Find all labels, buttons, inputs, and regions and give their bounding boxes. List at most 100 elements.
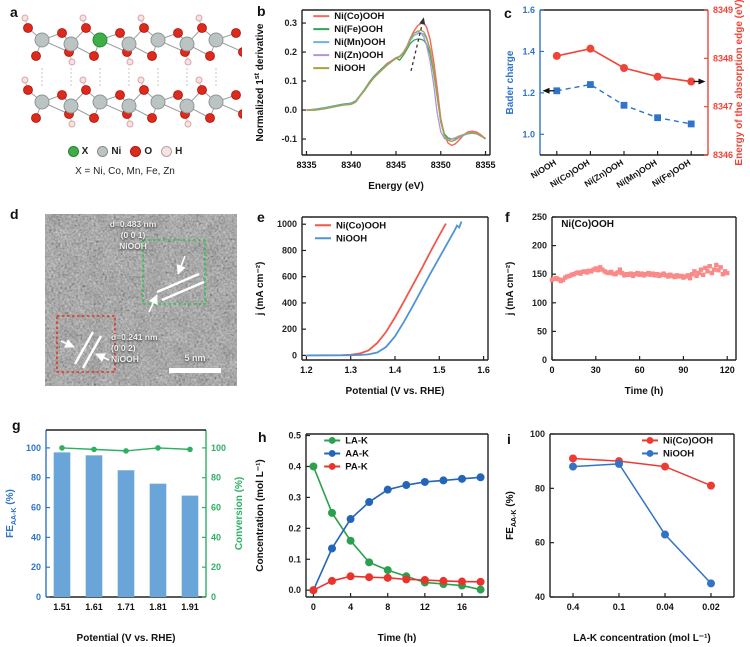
atom-o-label: O bbox=[144, 146, 153, 157]
svg-text:8345: 8345 bbox=[386, 160, 406, 170]
svg-text:-0.1: -0.1 bbox=[281, 134, 297, 144]
axes: 0 30 60 90 120 0 50 100 150 200 250 bbox=[532, 212, 737, 375]
svg-text:8348: 8348 bbox=[713, 53, 733, 63]
svg-text:30: 30 bbox=[591, 365, 601, 375]
tem-micrograph bbox=[45, 214, 237, 386]
series-Bader charge bbox=[553, 81, 695, 128]
svg-text:PA-K: PA-K bbox=[345, 461, 368, 472]
chart-fe-potential: 1.51 1.61 1.71 1.81 1.91 0 20 40 60 80 100 0 20 40 60 8… bbox=[5, 429, 245, 644]
chart-stability: 0 30 60 90 120 0 50 100 150 200 250 Ni(Co)OOH Time (… bbox=[505, 212, 737, 397]
svg-text:12: 12 bbox=[420, 602, 430, 612]
svg-text:8346: 8346 bbox=[713, 150, 733, 160]
svg-text:1.5: 1.5 bbox=[433, 365, 446, 375]
tem-texture bbox=[45, 214, 237, 386]
svg-text:0.1: 0.1 bbox=[284, 76, 297, 86]
axes: 1.51 1.61 1.71 1.81 1.91 0 20 40 60 80 100 0 20 40 60 8… bbox=[26, 429, 226, 612]
chart-lsv: 1.2 1.3 1.4 1.5 1.6 0 200 400 600 800 1000 Ni(Co)OO… bbox=[255, 216, 490, 397]
svg-text:1.81: 1.81 bbox=[149, 602, 167, 612]
chart-concentration-time: 0 4 8 12 16 0.0 0.1 0.2 0.3 0.4 0.5 LA-K AA-K PA-K Tim… bbox=[255, 431, 489, 644]
svg-text:1.0: 1.0 bbox=[522, 129, 535, 139]
svg-text:1.91: 1.91 bbox=[181, 602, 199, 612]
svg-text:80: 80 bbox=[535, 483, 545, 493]
panel-f-label: f bbox=[505, 209, 510, 225]
svg-text:NiOOH: NiOOH bbox=[663, 448, 694, 459]
svg-text:20: 20 bbox=[211, 562, 221, 572]
panel-i-label: i bbox=[507, 431, 511, 447]
svg-text:0.5: 0.5 bbox=[288, 431, 301, 441]
svg-text:40: 40 bbox=[211, 532, 221, 542]
svg-text:j (mA cm⁻²): j (mA cm⁻²) bbox=[505, 262, 516, 317]
atom-o-dot bbox=[130, 146, 142, 157]
svg-text:Bader charge: Bader charge bbox=[505, 50, 516, 114]
legend: LA-K AA-K PA-K bbox=[324, 435, 369, 472]
atom-x-dot bbox=[67, 146, 79, 157]
svg-text:0.1: 0.1 bbox=[613, 602, 626, 612]
svg-text:200: 200 bbox=[532, 241, 547, 251]
scale-bar bbox=[169, 368, 221, 373]
svg-text:0: 0 bbox=[292, 350, 297, 360]
tem-top-spacing: d=0.483 nm bbox=[109, 219, 157, 229]
crystal-structure-graphic bbox=[21, 14, 242, 128]
atom-h-label: H bbox=[175, 146, 183, 157]
svg-text:0.04: 0.04 bbox=[656, 602, 674, 612]
svg-text:100: 100 bbox=[211, 443, 226, 453]
svg-text:8349: 8349 bbox=[713, 5, 733, 15]
svg-text:Potential (V vs. RHE): Potential (V vs. RHE) bbox=[346, 386, 445, 397]
svg-text:Ni(Mn)OOH: Ni(Mn)OOH bbox=[334, 37, 385, 48]
svg-text:Time (h): Time (h) bbox=[625, 386, 664, 397]
svg-text:50: 50 bbox=[537, 326, 547, 336]
svg-text:80: 80 bbox=[31, 473, 41, 483]
svg-text:1.2: 1.2 bbox=[522, 88, 535, 98]
svg-text:1.71: 1.71 bbox=[117, 602, 135, 612]
panel-a-label: a bbox=[10, 4, 18, 20]
atom-legend-item-x: X bbox=[67, 146, 89, 157]
lattice-region-box-green bbox=[142, 239, 206, 313]
panel-d-label: d bbox=[10, 206, 19, 222]
atom-ni-label: Ni bbox=[111, 146, 122, 157]
svg-text:80: 80 bbox=[211, 473, 221, 483]
panel-a-structure: X Ni O H X = Ni, Co, Mn, Fe, Zn bbox=[0, 0, 250, 200]
svg-text:NiOOH: NiOOH bbox=[336, 233, 367, 244]
svg-text:0: 0 bbox=[211, 592, 216, 602]
svg-text:Ni(Co)OOH: Ni(Co)OOH bbox=[336, 220, 386, 231]
svg-text:8355: 8355 bbox=[476, 160, 496, 170]
svg-text:Ni(Co)OOH: Ni(Co)OOH bbox=[561, 219, 614, 230]
svg-text:Concentration (mol L⁻¹): Concentration (mol L⁻¹) bbox=[255, 459, 266, 572]
svg-text:8350: 8350 bbox=[431, 160, 451, 170]
chart-fe-concentration: 0.4 0.1 0.04 0.02 40 60 80 100 Ni(Co)OOH NiOOH LA-… bbox=[505, 429, 735, 644]
svg-text:1.6: 1.6 bbox=[522, 5, 535, 15]
svg-text:1.3: 1.3 bbox=[344, 365, 357, 375]
svg-text:0.4: 0.4 bbox=[567, 602, 580, 612]
tem-bottom-phase: NiOOH bbox=[111, 354, 139, 365]
series-PA-K bbox=[309, 572, 485, 595]
svg-text:1.4: 1.4 bbox=[522, 46, 535, 56]
svg-text:Ni(Fe)OOH: Ni(Fe)OOH bbox=[334, 24, 383, 35]
svg-text:0.3: 0.3 bbox=[284, 18, 297, 28]
svg-text:FEAA-K (%): FEAA-K (%) bbox=[5, 489, 18, 538]
legend: Ni(Co)OOH NiOOH bbox=[315, 220, 386, 244]
atom-legend-item-h: H bbox=[161, 146, 182, 157]
svg-text:AA-K: AA-K bbox=[345, 448, 369, 459]
svg-text:Ni(Co)OOH: Ni(Co)OOH bbox=[334, 11, 384, 22]
svg-text:1.4: 1.4 bbox=[389, 365, 402, 375]
svg-text:100: 100 bbox=[532, 298, 547, 308]
svg-text:0.0: 0.0 bbox=[284, 105, 297, 115]
svg-text:8: 8 bbox=[385, 602, 390, 612]
svg-text:800: 800 bbox=[282, 245, 297, 255]
svg-text:Conversion (%): Conversion (%) bbox=[234, 477, 245, 550]
svg-text:0: 0 bbox=[549, 365, 554, 375]
tem-image: d=0.483 nm (0 0 1) NiOOH d=0.241 nm (0 0… bbox=[45, 214, 237, 386]
svg-text:0.0: 0.0 bbox=[288, 585, 301, 595]
svg-text:150: 150 bbox=[532, 269, 547, 279]
atom-x-label: X bbox=[81, 146, 89, 157]
series-NiOOH bbox=[306, 221, 463, 357]
svg-text:250: 250 bbox=[532, 212, 547, 222]
series-FE bbox=[53, 452, 199, 597]
axes: 0.4 0.1 0.04 0.02 40 60 80 100 bbox=[530, 429, 735, 612]
svg-text:1.61: 1.61 bbox=[85, 602, 103, 612]
svg-text:0.02: 0.02 bbox=[702, 602, 720, 612]
svg-text:40: 40 bbox=[31, 532, 41, 542]
atom-legend-item-ni: Ni bbox=[97, 146, 121, 157]
chart-bader-charge: NiOOHNi(Co)OOHNi(Zn)OOHNi(Mn)OOHNi(Fe)OO… bbox=[505, 0, 745, 190]
svg-text:FEAA-K (%): FEAA-K (%) bbox=[505, 491, 518, 540]
